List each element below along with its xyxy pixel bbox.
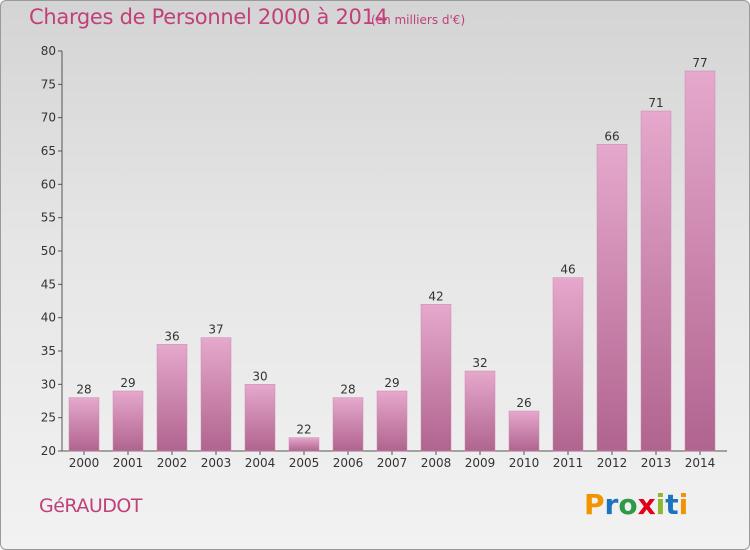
logo-letter: o [618,488,638,521]
bar [244,384,276,452]
y-tick-label: 45 [41,277,56,291]
bar [156,344,188,452]
bar-value-label: 42 [428,289,443,303]
bars [68,70,716,452]
y-tick-label: 25 [41,411,56,425]
logo-letter: t [665,488,679,521]
bar-value-label: 77 [692,56,707,70]
logo-letter: i [655,488,666,521]
bar-value-label: 28 [340,383,355,397]
bar-value-label: 29 [384,376,399,390]
x-tick-label: 2006 [333,456,364,470]
bar [508,410,540,452]
bar [420,304,452,452]
x-tick-label: 2014 [685,456,716,470]
bar-value-label: 30 [252,369,267,383]
bar [596,144,628,452]
logo-letter: r [604,488,619,521]
y-tick-label: 80 [41,44,56,58]
bar-value-label: 66 [604,129,619,143]
bar-value-label: 37 [208,323,223,337]
bar-value-label: 26 [516,396,531,410]
logo-letter: P [584,488,605,521]
bar [684,70,716,452]
x-tick-label: 2010 [509,456,540,470]
bar-value-label: 46 [560,263,575,277]
x-tick-label: 2012 [597,456,628,470]
logo-letter: i [678,488,689,521]
x-tick-label: 2011 [553,456,584,470]
bar [200,337,232,452]
x-tick-label: 2001 [113,456,144,470]
y-tick-label: 70 [41,111,56,125]
x-tick-label: 2002 [157,456,188,470]
y-tick-label: 60 [41,177,56,191]
y-tick-label: 65 [41,144,56,158]
bar [640,110,672,452]
y-tick-label: 35 [41,344,56,358]
x-tick-label: 2004 [245,456,276,470]
bar-value-label: 71 [648,96,663,110]
bar-value-label: 22 [296,423,311,437]
logo-letter: x [637,488,656,521]
commune-name: GéRAUDOT [39,495,142,517]
chart-title: Charges de Personnel 2000 à 2014 [29,5,388,29]
y-tick-label: 40 [41,311,56,325]
proxiti-logo: Proxiti [584,488,688,521]
bar [376,390,408,452]
x-tick-label: 2005 [289,456,320,470]
x-tick-label: 2007 [377,456,408,470]
bar-value-label: 28 [76,383,91,397]
y-tick-label: 75 [41,77,56,91]
bar-value-label: 29 [120,376,135,390]
bar [464,370,496,452]
bar [288,437,320,452]
y-tick-label: 20 [41,444,56,458]
x-tick-label: 2009 [465,456,496,470]
x-tick-label: 2013 [641,456,672,470]
bar [68,397,100,452]
labels: 28 2000 29 2001 36 2002 37 2003 30 2004 22 2005 28 20… [69,56,716,470]
chart-subtitle: (en milliers d'€) [371,13,466,27]
axes: 20 25 30 35 40 45 50 55 60 65 70 75 80 [41,44,727,458]
bar [552,277,584,452]
x-tick-label: 2000 [69,456,100,470]
x-tick-label: 2008 [421,456,452,470]
y-tick-label: 50 [41,244,56,258]
y-tick-label: 55 [41,211,56,225]
y-tick-label: 30 [41,377,56,391]
bar [332,397,364,452]
bar-value-label: 36 [164,329,179,343]
x-tick-label: 2003 [201,456,232,470]
bar [112,390,144,452]
bar-value-label: 32 [472,356,487,370]
